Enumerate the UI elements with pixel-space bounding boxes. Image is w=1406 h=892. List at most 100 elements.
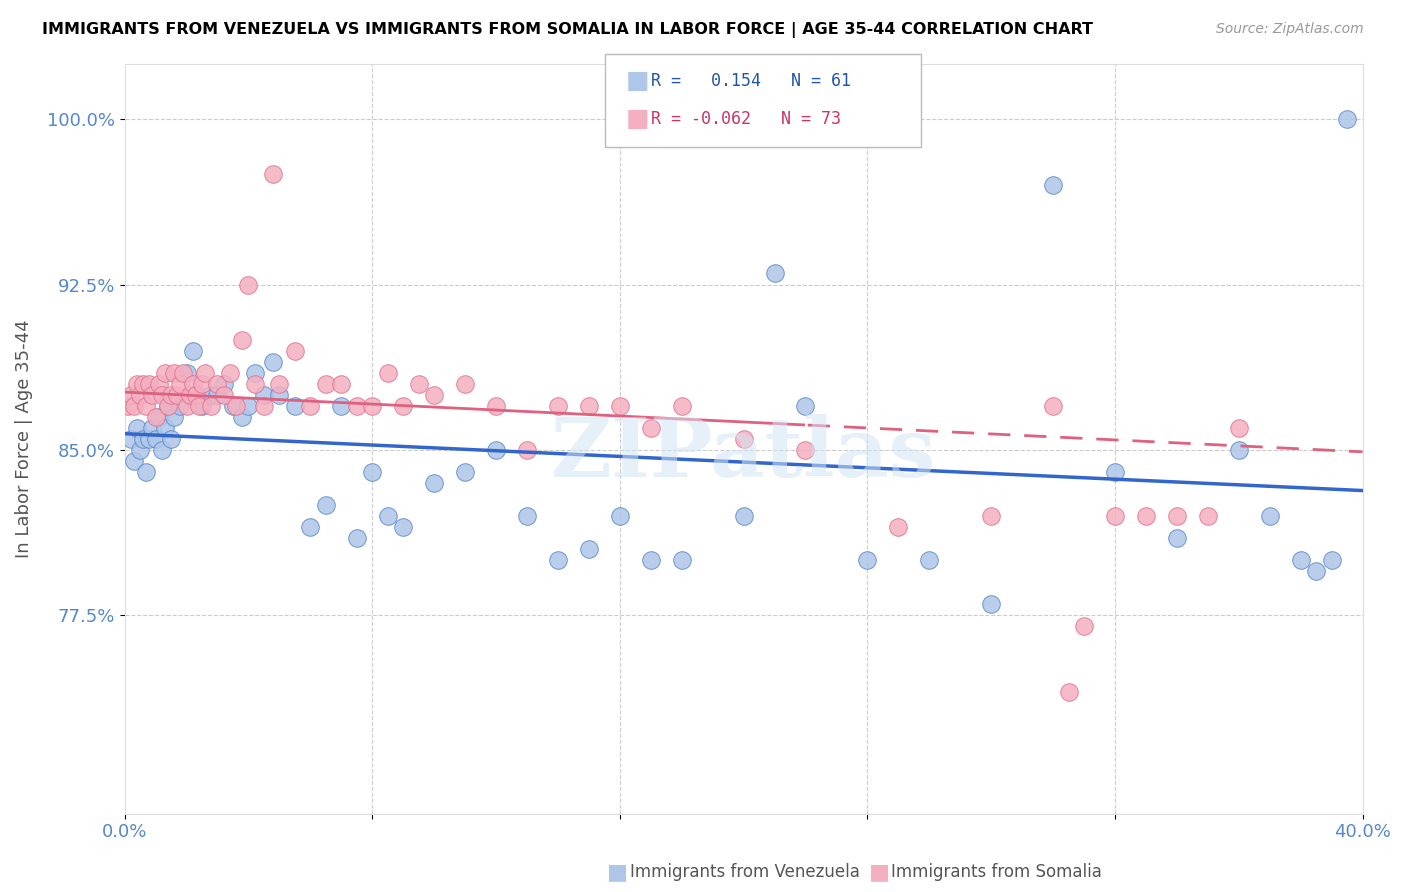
Point — [1320, 553, 1343, 567]
Point — [1289, 553, 1312, 567]
Point — [253, 388, 276, 402]
Point — [132, 432, 155, 446]
Point — [132, 376, 155, 391]
Point — [269, 388, 291, 402]
Point — [609, 508, 631, 523]
Point — [129, 388, 152, 402]
Point — [1042, 178, 1064, 193]
Point — [243, 376, 266, 391]
Point — [135, 465, 157, 479]
Point — [184, 388, 207, 402]
Point — [299, 520, 322, 534]
Point — [671, 553, 693, 567]
Point — [423, 388, 446, 402]
Point — [1258, 508, 1281, 523]
Point — [145, 432, 167, 446]
Point — [138, 432, 160, 446]
Text: Immigrants from Venezuela: Immigrants from Venezuela — [630, 863, 859, 881]
Point — [547, 553, 569, 567]
Point — [330, 399, 353, 413]
Point — [150, 442, 173, 457]
Point — [243, 366, 266, 380]
Point — [120, 432, 142, 446]
Point — [299, 399, 322, 413]
Text: ZIPatlas: ZIPatlas — [551, 414, 936, 494]
Text: Immigrants from Somalia: Immigrants from Somalia — [891, 863, 1102, 881]
Point — [253, 399, 276, 413]
Point — [207, 376, 229, 391]
Point — [153, 366, 176, 380]
Point — [238, 277, 260, 292]
Point — [222, 399, 245, 413]
Point — [181, 376, 204, 391]
Point — [176, 399, 198, 413]
Point — [150, 388, 173, 402]
Point — [262, 167, 284, 181]
Point — [212, 376, 235, 391]
Point — [408, 376, 430, 391]
Point — [578, 399, 600, 413]
Point — [980, 508, 1002, 523]
Point — [315, 498, 337, 512]
Point — [516, 442, 538, 457]
Point — [176, 366, 198, 380]
Point — [200, 399, 222, 413]
Point — [125, 421, 148, 435]
Point — [153, 421, 176, 435]
Point — [181, 343, 204, 358]
Point — [1042, 399, 1064, 413]
Point — [269, 376, 291, 391]
Point — [763, 267, 786, 281]
Point — [1057, 685, 1080, 699]
Point — [671, 399, 693, 413]
Point — [160, 388, 183, 402]
Point — [516, 508, 538, 523]
Point — [361, 399, 384, 413]
Point — [1227, 421, 1250, 435]
Point — [640, 421, 662, 435]
Point — [141, 388, 163, 402]
Point — [138, 376, 160, 391]
Point — [346, 399, 368, 413]
Point — [1166, 508, 1188, 523]
Point — [225, 399, 247, 413]
Point — [284, 399, 307, 413]
Point — [148, 376, 170, 391]
Point — [231, 409, 253, 424]
Point — [1104, 508, 1126, 523]
Point — [454, 376, 477, 391]
Point — [887, 520, 910, 534]
Point — [145, 409, 167, 424]
Text: ■: ■ — [869, 863, 890, 882]
Point — [856, 553, 879, 567]
Point — [129, 442, 152, 457]
Point — [1166, 531, 1188, 545]
Point — [187, 399, 209, 413]
Text: R =   0.154   N = 61: R = 0.154 N = 61 — [651, 72, 851, 90]
Point — [163, 409, 186, 424]
Point — [423, 475, 446, 490]
Point — [609, 399, 631, 413]
Point — [377, 508, 399, 523]
Point — [191, 399, 214, 413]
Point — [733, 432, 755, 446]
Text: R = -0.062   N = 73: R = -0.062 N = 73 — [651, 110, 841, 128]
Text: ■: ■ — [626, 70, 650, 93]
Point — [578, 542, 600, 557]
Point — [1227, 442, 1250, 457]
Point — [156, 399, 179, 413]
Point — [733, 508, 755, 523]
Point — [238, 399, 260, 413]
Point — [169, 399, 191, 413]
Point — [120, 388, 142, 402]
Text: Source: ZipAtlas.com: Source: ZipAtlas.com — [1216, 22, 1364, 37]
Text: ■: ■ — [626, 107, 650, 130]
Point — [454, 465, 477, 479]
Point — [1305, 564, 1327, 578]
Point — [218, 366, 240, 380]
Point — [200, 388, 222, 402]
Point — [1104, 465, 1126, 479]
Point — [160, 432, 183, 446]
Point — [1336, 112, 1358, 127]
Point — [172, 366, 194, 380]
